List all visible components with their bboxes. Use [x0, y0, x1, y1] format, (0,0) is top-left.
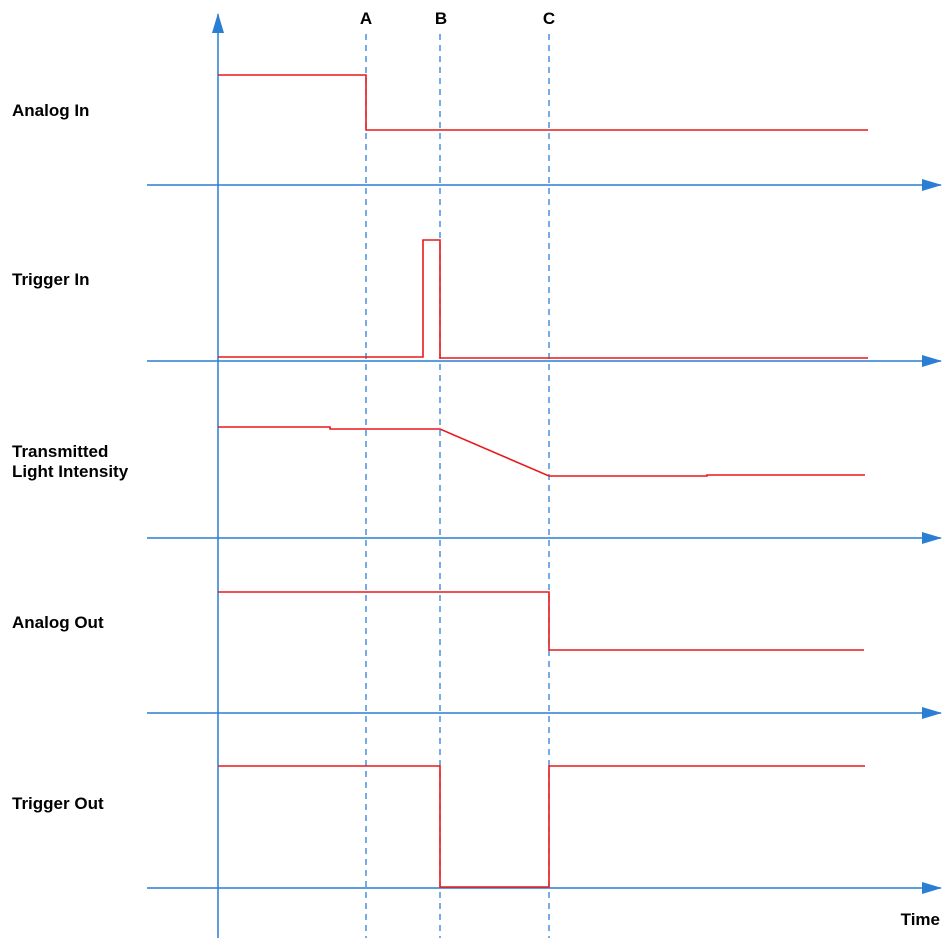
signal-label-analog-in: Analog In	[12, 101, 89, 120]
marker-label-b: B	[435, 9, 447, 28]
signal-label-analog-out: Analog Out	[12, 613, 104, 632]
trace-trigger-out	[218, 765, 865, 888]
trace-trigger-in	[218, 239, 868, 359]
marker-label-c: C	[543, 9, 555, 28]
signal-label-transmitted-line2: Light Intensity	[12, 462, 129, 481]
signal-label-trigger-out: Trigger Out	[12, 794, 104, 813]
signal-label-transmitted-line1: Transmitted	[12, 442, 108, 461]
signal-label-trigger-in: Trigger In	[12, 270, 89, 289]
trace-analog-in	[218, 74, 868, 131]
marker-label-a: A	[360, 9, 372, 28]
trace-transmitted-light	[218, 426, 865, 477]
trace-analog-out	[218, 591, 864, 651]
x-axis-label: Time	[901, 910, 940, 929]
